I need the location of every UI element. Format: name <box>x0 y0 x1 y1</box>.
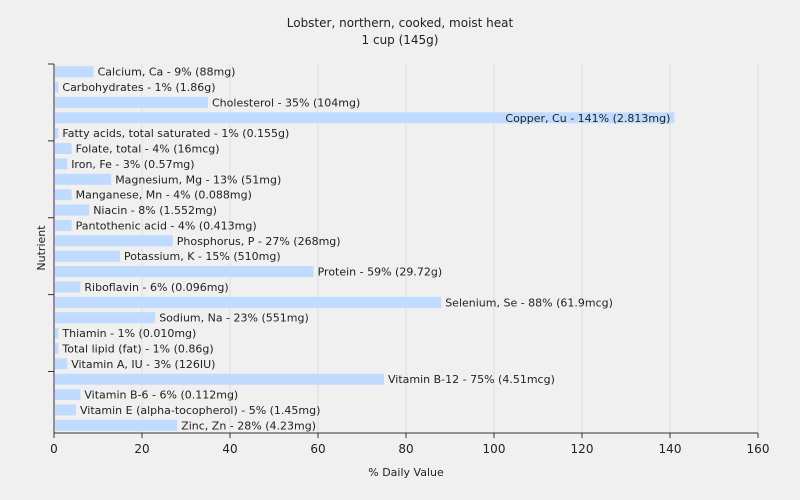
bar-label: Total lipid (fat) - 1% (0.86g) <box>61 342 213 355</box>
bar <box>55 312 156 324</box>
bar-label: Manganese, Mn - 4% (0.088mg) <box>76 189 252 202</box>
bar <box>55 173 112 185</box>
bar <box>55 235 173 247</box>
bar <box>55 296 442 308</box>
bar <box>55 266 314 278</box>
bar <box>55 204 90 216</box>
bar-label: Phosphorus, P - 27% (268mg) <box>177 235 341 248</box>
x-tick-label: 20 <box>134 442 149 456</box>
bar-label: Copper, Cu - 141% (2.813mg) <box>505 112 670 125</box>
bar <box>55 96 208 108</box>
bar-label: Vitamin A, IU - 3% (126IU) <box>71 358 215 371</box>
bar <box>55 281 81 293</box>
bar <box>55 127 59 139</box>
bar <box>55 327 59 339</box>
bar-label: Zinc, Zn - 28% (4.23mg) <box>181 419 316 432</box>
x-axis-title: % Daily Value <box>368 466 444 479</box>
x-tick-label: 160 <box>747 442 770 456</box>
bar-label: Selenium, Se - 88% (61.9mcg) <box>445 296 613 309</box>
x-tick-label: 60 <box>310 442 325 456</box>
y-axis-title: Nutrient <box>35 225 48 271</box>
bar-label: Sodium, Na - 23% (551mg) <box>159 312 309 325</box>
bar-label: Vitamin E (alpha-tocopherol) - 5% (1.45m… <box>80 404 320 417</box>
bar-label: Vitamin B-12 - 75% (4.51mcg) <box>388 373 555 386</box>
bar <box>55 419 178 431</box>
bar <box>55 158 68 170</box>
bars: Calcium, Ca - 9% (88mg) Carbohydrates - 1… <box>55 66 675 432</box>
bar <box>55 342 59 354</box>
axes: 0 20 40 60 80 100 120 140 160 <box>48 63 770 456</box>
bar-label: Magnesium, Mg - 13% (51mg) <box>115 173 281 186</box>
x-tick-label: 140 <box>659 442 682 456</box>
x-tick-label: 80 <box>398 442 413 456</box>
bar-label: Riboflavin - 6% (0.096mg) <box>84 281 228 294</box>
bar-label: Potassium, K - 15% (510mg) <box>124 250 281 263</box>
bar-label: Fatty acids, total saturated - 1% (0.155… <box>62 127 289 140</box>
x-tick-label: 100 <box>483 442 506 456</box>
bar <box>55 143 72 155</box>
bar-label: Folate, total - 4% (16mcg) <box>76 143 220 156</box>
bar <box>55 81 59 93</box>
bar <box>55 250 120 262</box>
bar-label: Pantothenic acid - 4% (0.413mg) <box>76 219 257 232</box>
chart-subtitle: 1 cup (145g) <box>362 33 439 47</box>
x-tick-label: 0 <box>50 442 58 456</box>
bar <box>55 189 72 201</box>
bar <box>55 219 72 231</box>
bar-label: Cholesterol - 35% (104mg) <box>212 96 360 109</box>
bar <box>55 66 94 78</box>
bar-label: Protein - 59% (29.72g) <box>318 266 443 279</box>
bar <box>55 389 81 401</box>
bar-label: Carbohydrates - 1% (1.86g) <box>62 81 215 94</box>
bar <box>55 404 76 416</box>
bar-label: Vitamin B-6 - 6% (0.112mg) <box>84 389 238 402</box>
x-tick-label: 120 <box>571 442 594 456</box>
chart-title: Lobster, northern, cooked, moist heat <box>287 16 514 30</box>
bar <box>55 358 68 370</box>
bar-label: Calcium, Ca - 9% (88mg) <box>98 66 236 79</box>
bar-label: Iron, Fe - 3% (0.57mg) <box>71 158 194 171</box>
bar-label: Niacin - 8% (1.552mg) <box>93 204 217 217</box>
x-tick-label: 40 <box>222 442 237 456</box>
bar-label: Thiamin - 1% (0.010mg) <box>61 327 196 340</box>
bar <box>55 112 675 124</box>
grid <box>141 64 759 433</box>
bar <box>55 373 384 385</box>
